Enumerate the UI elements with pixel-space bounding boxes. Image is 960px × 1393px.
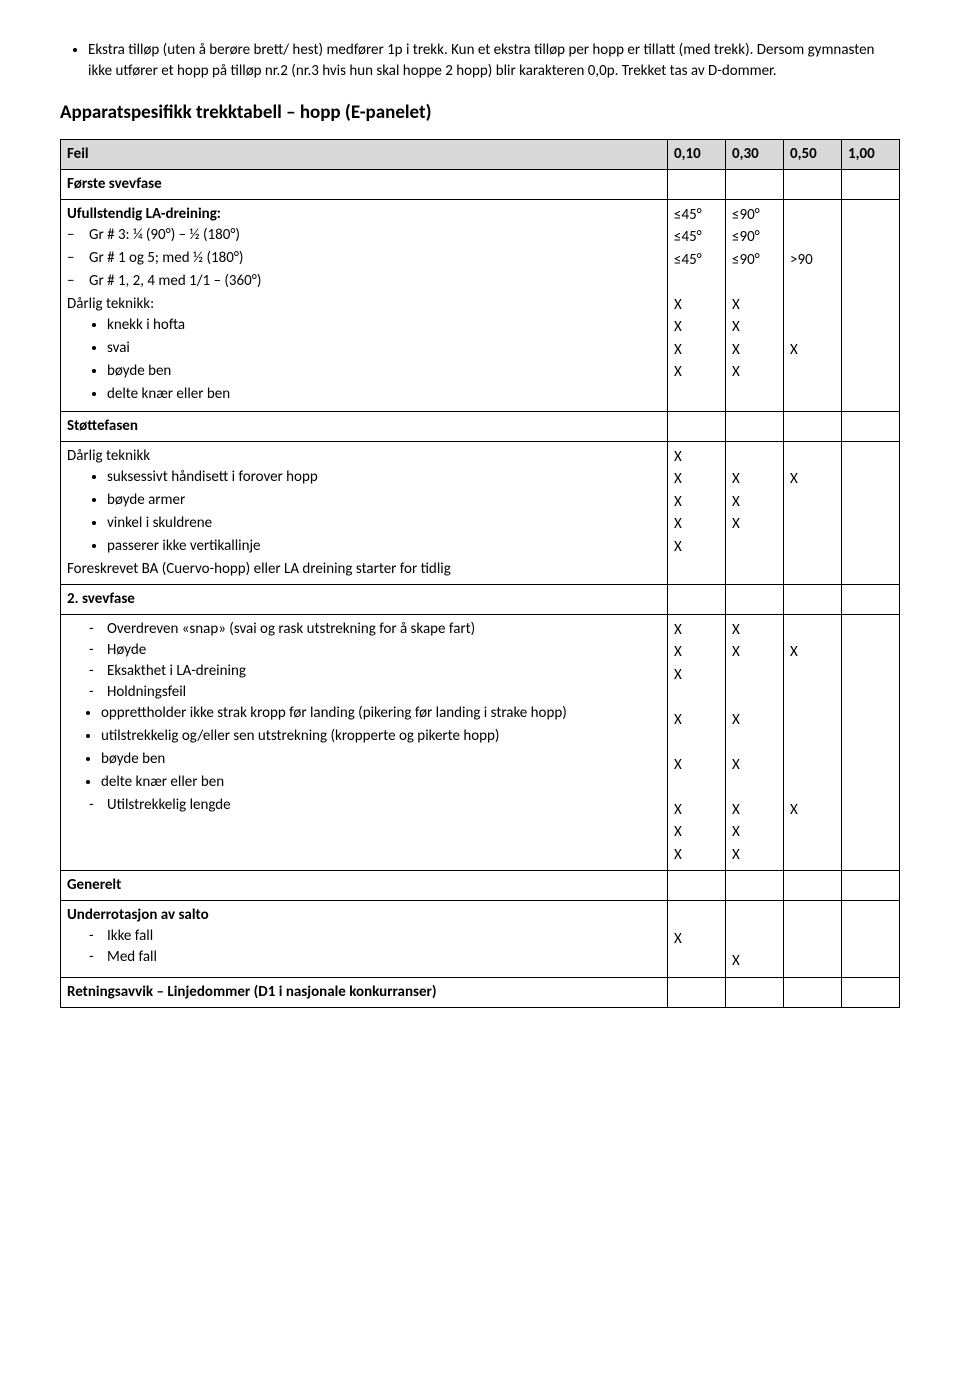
list-item: suksessivt håndisett i forover hopp (107, 467, 661, 488)
teknikk-label: Dårlig teknikk: (67, 294, 661, 315)
list-item: Utilstrekkelig lengde (89, 795, 661, 816)
cell: X X X (726, 441, 784, 584)
section-title: Apparatspesifikk trekktabell – hopp (E-p… (60, 100, 900, 127)
th-c4: 1,00 (842, 139, 900, 169)
cell: ≤45° ≤45° ≤45° X X X X (668, 199, 726, 411)
cell (842, 871, 900, 901)
list-item: Overdreven «snap» (svai og rask utstrekn… (89, 619, 661, 640)
cell (726, 169, 784, 199)
cell (842, 901, 900, 978)
cell (726, 411, 784, 441)
group-label: Dårlig teknikk (67, 446, 661, 467)
cell (842, 977, 900, 1007)
cell: X (726, 901, 784, 978)
list-item: Høyde (89, 640, 661, 661)
list-item: bøyde ben (101, 749, 661, 770)
list-item: bøyde armer (107, 490, 661, 511)
cell (668, 977, 726, 1007)
cell (842, 441, 900, 584)
list-item: passerer ikke vertikallinje (107, 536, 661, 557)
cell (784, 584, 842, 614)
section1-label: Første svevfase (61, 169, 668, 199)
list-item: Med fall (89, 947, 661, 968)
list-item: opprettholder ikke strak kropp før landi… (101, 703, 661, 724)
cell (842, 614, 900, 871)
cell (842, 169, 900, 199)
cell (784, 901, 842, 978)
list-item: Eksakthet i LA-dreining (89, 661, 661, 682)
group-label: Ufullstendig LA-dreining: (67, 204, 661, 225)
section3-body: Overdreven «snap» (svai og rask utstrekn… (61, 614, 668, 871)
deduction-table: Feil 0,10 0,30 0,50 1,00 Første svevfase… (60, 139, 900, 1008)
list-item: Gr # 3: ¼ (90°) – ½ (180°) (67, 225, 661, 246)
list-item: Gr # 1, 2, 4 med 1/1 – (360°) (67, 271, 661, 292)
group-label: Underrotasjon av salto (67, 905, 661, 926)
cell (668, 584, 726, 614)
th-c3: 0,50 (784, 139, 842, 169)
cell (784, 871, 842, 901)
list-item: delte knær eller ben (107, 384, 661, 405)
cell (668, 871, 726, 901)
th-c2: 0,30 (726, 139, 784, 169)
cell: X (784, 441, 842, 584)
cell (842, 199, 900, 411)
list-item: Holdningsfeil (89, 682, 661, 703)
th-c1: 0,10 (668, 139, 726, 169)
list-item: knekk i hofta (107, 315, 661, 336)
list-item: delte knær eller ben (101, 772, 661, 793)
section4-body: Underrotasjon av salto Ikke fall Med fal… (61, 901, 668, 978)
section4-label: Generelt (61, 871, 668, 901)
cell (726, 871, 784, 901)
cell (784, 169, 842, 199)
section2-label: Støttefasen (61, 411, 668, 441)
list-item: svai (107, 338, 661, 359)
cell (668, 411, 726, 441)
list-item: Ikke fall (89, 926, 661, 947)
cell: >90 X (784, 199, 842, 411)
cell: X X X X X X X X (668, 614, 726, 871)
cell (726, 977, 784, 1007)
extra-line: Foreskrevet BA (Cuervo-hopp) eller LA dr… (67, 559, 661, 580)
cell: X X (784, 614, 842, 871)
section3-label: 2. svevfase (61, 584, 668, 614)
cell (784, 411, 842, 441)
cell (668, 169, 726, 199)
list-item: vinkel i skuldrene (107, 513, 661, 534)
cell (726, 584, 784, 614)
cell: X X X X X X X (726, 614, 784, 871)
section1-body: Ufullstendig LA-dreining: Gr # 3: ¼ (90°… (61, 199, 668, 411)
cell (842, 584, 900, 614)
cell: X X X X X (668, 441, 726, 584)
section2-body: Dårlig teknikk suksessivt håndisett i fo… (61, 441, 668, 584)
cell: ≤90° ≤90° ≤90° X X X X (726, 199, 784, 411)
th-feil: Feil (61, 139, 668, 169)
cell (784, 977, 842, 1007)
intro-bullet: Ekstra tilløp (uten å berøre brett/ hest… (88, 40, 900, 82)
intro-paragraph: Ekstra tilløp (uten å berøre brett/ hest… (60, 40, 900, 82)
list-item: Gr # 1 og 5; med ½ (180°) (67, 248, 661, 269)
footer-label: Retningsavvik – Linjedommer (D1 i nasjon… (61, 977, 668, 1007)
list-item: bøyde ben (107, 361, 661, 382)
list-item: utilstrekkelig og/eller sen utstrekning … (101, 726, 661, 747)
cell (842, 411, 900, 441)
cell: X (668, 901, 726, 978)
